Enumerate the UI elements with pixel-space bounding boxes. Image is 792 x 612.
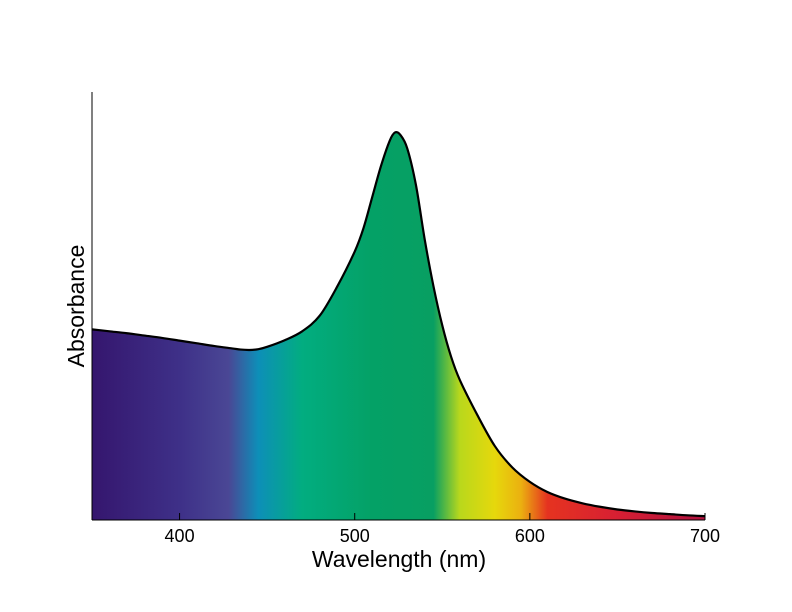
x-tick-label: 600	[515, 526, 545, 546]
absorbance-area-fill	[92, 132, 705, 521]
x-ticks: 400 500 600 700	[165, 513, 720, 546]
absorbance-curve-line	[91, 130, 706, 518]
x-tick-label: 500	[340, 526, 370, 546]
x-tick-label: 700	[690, 526, 720, 546]
x-axis-title: Wavelength (nm)	[312, 546, 486, 572]
y-axis-title: Absorbance	[63, 245, 89, 368]
x-tick-label: 400	[165, 526, 195, 546]
plot-area	[91, 130, 706, 521]
axes	[91, 92, 705, 521]
